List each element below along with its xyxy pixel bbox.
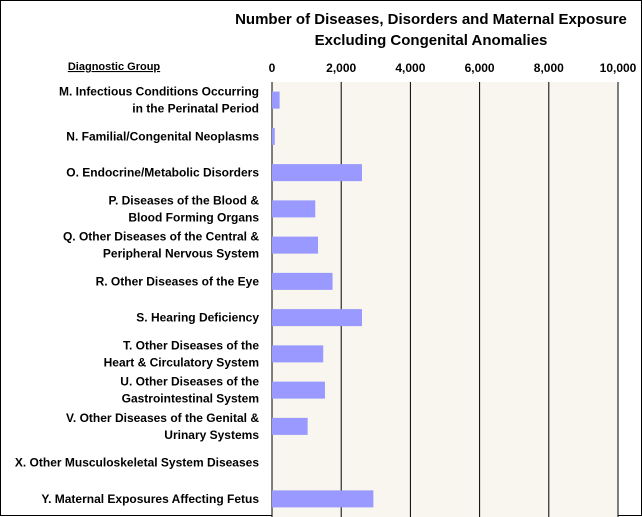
category-label: Y. Maternal Exposures Affecting Fetus <box>41 492 259 506</box>
category-label: N. Familial/Congenital Neoplasms <box>66 129 259 143</box>
x-tick-label: 10,000 <box>600 61 637 75</box>
x-tick-label: 8,000 <box>534 61 564 75</box>
chart-title: Number of Diseases, Disorders and Matern… <box>235 11 627 28</box>
category-label: T. Other Diseases of the Heart & Circulat… <box>104 338 260 369</box>
x-tick-label: 2,000 <box>326 61 356 75</box>
bar <box>272 490 374 508</box>
bar <box>272 309 362 327</box>
bar <box>272 127 275 145</box>
category-label: P. Diseases of the Blood & Blood Forming … <box>109 193 260 224</box>
plot-area: 0 2,000 4,000 6,000 8,000 10,000 M. Infectious… <box>15 61 637 517</box>
x-tick-label: 0 <box>269 61 276 75</box>
category-label: O. Endocrine/Metabolic Disorders <box>66 166 259 180</box>
bar <box>272 200 316 218</box>
bar <box>272 272 333 290</box>
chart-subtitle: Excluding Congenital Anomalies <box>315 32 548 49</box>
plot-background <box>272 82 618 517</box>
bar <box>272 345 324 363</box>
bar <box>272 164 362 182</box>
axis-group-label: Diagnostic Group <box>68 61 161 73</box>
x-tick-label: 6,000 <box>465 61 495 75</box>
category-label: X. Other Musculoskeletal System Diseases <box>15 456 259 470</box>
bar <box>272 91 280 109</box>
category-label: Q. Other Diseases of the Central & Periph… <box>63 230 259 261</box>
x-tick-label: 4,000 <box>395 61 425 75</box>
category-label: R. Other Diseases of the Eye <box>96 274 260 288</box>
bar <box>272 236 319 254</box>
category-label: S. Hearing Deficiency <box>136 311 259 325</box>
bar <box>272 417 308 435</box>
category-label: V. Other Diseases of the Genital & Urinar… <box>66 411 259 442</box>
category-label: M. Infectious Conditions Occurring in the… <box>59 85 259 116</box>
category-label: U. Other Diseases of the Gastrointestinal… <box>120 375 259 406</box>
bar <box>272 381 325 399</box>
